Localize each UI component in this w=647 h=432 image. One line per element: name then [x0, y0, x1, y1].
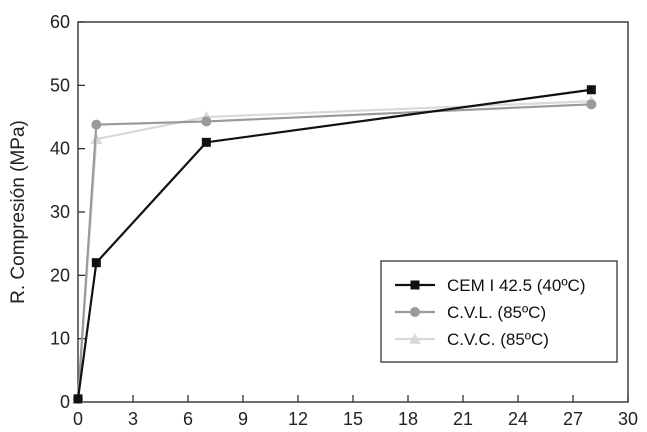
y-tick-label: 30 [50, 202, 70, 222]
y-tick-label: 40 [50, 139, 70, 159]
x-tick-label: 27 [563, 409, 583, 429]
legend-label: C.V.C. (85ºC) [447, 330, 549, 349]
x-tick-label: 0 [73, 409, 83, 429]
x-tick-label: 18 [398, 409, 418, 429]
x-tick-label: 3 [128, 409, 138, 429]
legend-label: CEM I 42.5 (40ºC) [447, 276, 585, 295]
x-tick-label: 15 [343, 409, 363, 429]
x-tick-label: 30 [618, 409, 638, 429]
y-tick-label: 0 [60, 392, 70, 412]
legend: CEM I 42.5 (40ºC) C.V.L. (85ºC) C.V.C. (85… [380, 260, 618, 363]
axes: 0 3 6 9 12 15 18 21 24 27 30 0 10 20 30 40 50 60 [50, 12, 638, 429]
x-tick-label: 6 [183, 409, 193, 429]
legend-item: C.V.L. (85ºC) [395, 303, 546, 322]
series-line [76, 88, 592, 399]
series-line [76, 103, 592, 399]
data-point [91, 119, 102, 130]
x-tick-label: 9 [238, 409, 248, 429]
x-tick-label: 24 [508, 409, 528, 429]
data-point [73, 394, 83, 404]
x-tick-label: 12 [288, 409, 308, 429]
data-point [586, 85, 596, 95]
legend-item: C.V.C. (85ºC) [395, 330, 549, 349]
series-group [72, 85, 598, 404]
legend-swatch-marker [409, 333, 421, 344]
y-axis-title: R. Compresión (MPa) [8, 120, 29, 304]
data-point [201, 137, 211, 147]
data-point [586, 99, 597, 110]
series-1 [73, 85, 596, 404]
y-tick-label: 10 [50, 329, 70, 349]
legend-swatch-marker [410, 307, 420, 317]
y-tick-label: 20 [50, 265, 70, 285]
legend-swatch-marker [410, 280, 420, 290]
legend-label: C.V.L. (85ºC) [447, 303, 546, 322]
x-tick-label: 21 [453, 409, 473, 429]
data-point [91, 258, 101, 268]
y-tick-label: 60 [50, 12, 70, 32]
legend-item: CEM I 42.5 (40ºC) [395, 276, 585, 295]
data-point [201, 116, 212, 127]
y-tick-label: 50 [50, 75, 70, 95]
